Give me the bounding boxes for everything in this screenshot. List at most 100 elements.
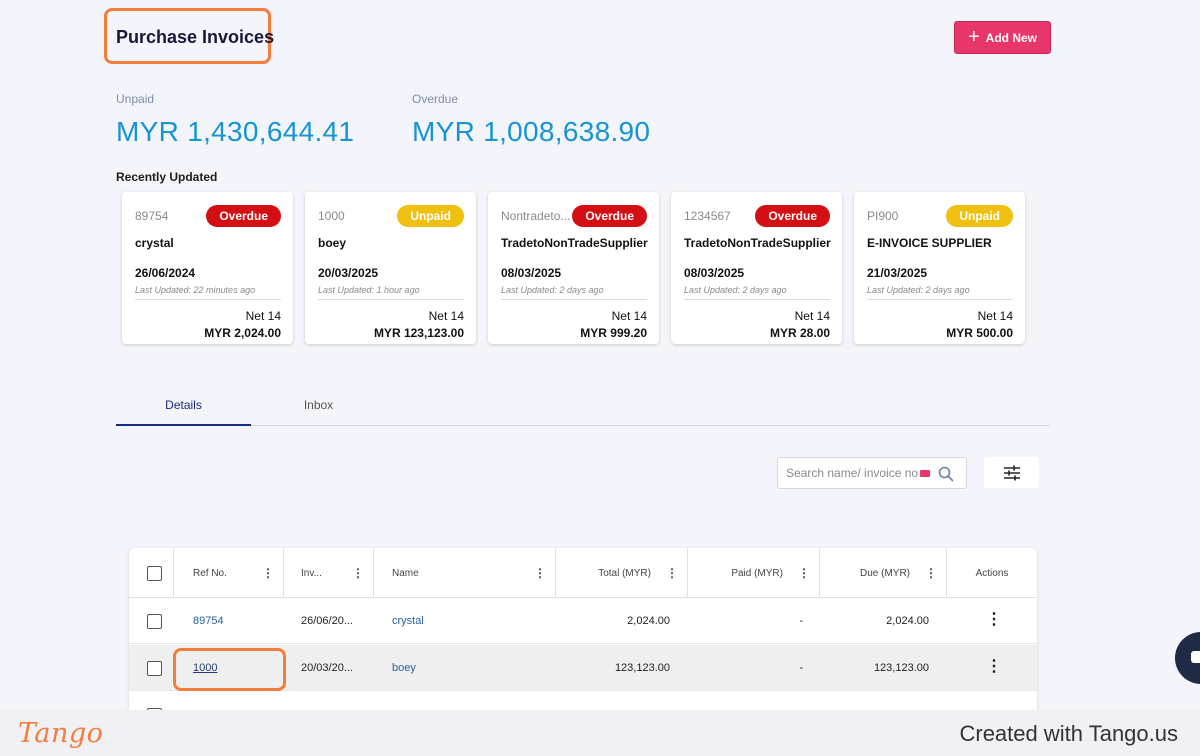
search-input[interactable] bbox=[786, 466, 918, 480]
overdue-label: Overdue bbox=[412, 92, 459, 106]
column-menu-icon[interactable]: ⋮ bbox=[925, 566, 937, 580]
card-name: E-INVOICE SUPPLIER bbox=[867, 236, 992, 250]
column-due[interactable]: Due (MYR) ⋮ bbox=[820, 548, 947, 598]
column-total[interactable]: Total (MYR) ⋮ bbox=[556, 548, 688, 598]
invoice-card[interactable]: PI900 Unpaid E-INVOICE SUPPLIER 21/03/20… bbox=[854, 192, 1025, 344]
tango-logo: Tango bbox=[18, 718, 104, 749]
card-term: Net 14 bbox=[245, 309, 281, 323]
card-updated: Last Updated: 22 minutes ago bbox=[135, 285, 256, 295]
invoice-card[interactable]: Nontradeto... Overdue TradetoNonTradeSup… bbox=[488, 192, 659, 344]
card-updated: Last Updated: 1 hour ago bbox=[318, 285, 420, 295]
card-date: 08/03/2025 bbox=[501, 266, 562, 280]
row-checkbox[interactable] bbox=[147, 614, 162, 629]
supplier-name-link[interactable]: crystal bbox=[392, 615, 424, 627]
column-name[interactable]: Name ⋮ bbox=[374, 548, 556, 598]
card-amount: MYR 2,024.00 bbox=[204, 326, 281, 340]
card-divider bbox=[135, 299, 281, 300]
plus-icon: + bbox=[967, 25, 980, 48]
column-invoice-date[interactable]: Inv... ⋮ bbox=[284, 548, 374, 598]
card-term: Net 14 bbox=[611, 309, 647, 323]
card-term: Net 14 bbox=[428, 309, 464, 323]
column-menu-icon[interactable]: ⋮ bbox=[534, 566, 546, 580]
paid-amount: - bbox=[799, 662, 803, 674]
ref-link[interactable]: 1000 bbox=[193, 662, 218, 674]
row-checkbox[interactable] bbox=[147, 661, 162, 676]
invoice-card[interactable]: 1000 Unpaid boey 20/03/2025 Last Updated… bbox=[305, 192, 476, 344]
overdue-value: MYR 1,008,638.90 bbox=[412, 116, 651, 147]
card-date: 21/03/2025 bbox=[867, 266, 928, 280]
tab-inbox[interactable]: Inbox bbox=[303, 398, 334, 412]
tab-bar: Details Inbox bbox=[116, 390, 1050, 426]
supplier-name-link[interactable]: boey bbox=[392, 662, 416, 674]
invoice-date: 26/06/20... bbox=[301, 615, 353, 627]
search-icon[interactable] bbox=[938, 466, 954, 482]
column-menu-icon[interactable]: ⋮ bbox=[352, 566, 364, 580]
card-amount: MYR 28.00 bbox=[769, 326, 830, 340]
footer-credit: Created with Tango.us bbox=[959, 721, 1178, 746]
tango-footer: Tango Created with Tango.us bbox=[0, 710, 1200, 756]
input-extension-icon bbox=[920, 469, 930, 477]
invoice-card[interactable]: 89754 Overdue crystal 26/06/2024 Last Up… bbox=[122, 192, 293, 344]
status-badge: Overdue bbox=[755, 205, 830, 227]
card-amount: MYR 123,123.00 bbox=[373, 326, 464, 340]
chat-widget-icon[interactable] bbox=[1175, 632, 1200, 684]
unpaid-label: Unpaid bbox=[116, 92, 155, 106]
column-label: Actions bbox=[975, 567, 1009, 579]
select-all-checkbox[interactable] bbox=[147, 566, 162, 581]
sliders-icon bbox=[1003, 465, 1020, 480]
filter-button[interactable] bbox=[984, 457, 1039, 488]
card-ref: PI900 bbox=[867, 209, 899, 223]
card-updated: Last Updated: 2 days ago bbox=[684, 285, 787, 295]
status-badge: Unpaid bbox=[946, 205, 1013, 227]
row-actions-icon[interactable]: ⋮ bbox=[986, 658, 1002, 675]
card-divider bbox=[501, 299, 647, 300]
card-date: 26/06/2024 bbox=[135, 266, 196, 280]
card-date: 08/03/2025 bbox=[684, 266, 745, 280]
total-amount: 2,024.00 bbox=[627, 615, 670, 627]
column-label: Inv... bbox=[301, 567, 322, 579]
invoice-card[interactable]: 1234567 Overdue TradetoNonTradeSupplier … bbox=[671, 192, 842, 344]
card-term: Net 14 bbox=[794, 309, 830, 323]
column-label: Name bbox=[392, 567, 419, 579]
card-name: crystal bbox=[135, 236, 174, 250]
column-label: Total (MYR) bbox=[598, 567, 651, 579]
ref-highlight bbox=[173, 648, 286, 691]
paid-amount: - bbox=[799, 615, 803, 627]
ref-link[interactable]: 89754 bbox=[193, 615, 224, 627]
status-badge: Overdue bbox=[572, 205, 647, 227]
invoice-table: Ref No. ⋮ Inv... ⋮ Name ⋮ Total (MYR) ⋮ … bbox=[129, 548, 1037, 728]
page-title: Purchase Invoices bbox=[116, 27, 275, 47]
due-amount: 123,123.00 bbox=[873, 662, 929, 674]
row-actions-icon[interactable]: ⋮ bbox=[986, 611, 1002, 628]
card-name: TradetoNonTradeSupplier bbox=[684, 236, 831, 250]
column-label: Paid (MYR) bbox=[731, 567, 783, 579]
total-amount: 123,123.00 bbox=[614, 662, 670, 674]
card-ref: 1234567 bbox=[684, 209, 731, 223]
tab-details[interactable]: Details bbox=[116, 390, 251, 426]
column-paid[interactable]: Paid (MYR) ⋮ bbox=[688, 548, 820, 598]
card-updated: Last Updated: 2 days ago bbox=[867, 285, 970, 295]
column-menu-icon[interactable]: ⋮ bbox=[798, 566, 810, 580]
table-header: Ref No. ⋮ Inv... ⋮ Name ⋮ Total (MYR) ⋮ … bbox=[129, 548, 1037, 598]
recently-updated-title: Recently Updated bbox=[116, 170, 218, 184]
card-ref: Nontradeto... bbox=[501, 209, 571, 223]
card-updated: Last Updated: 2 days ago bbox=[501, 285, 604, 295]
column-menu-icon[interactable]: ⋮ bbox=[262, 566, 274, 580]
table-row[interactable]: 89754 26/06/20... crystal 2,024.00 - 2,0… bbox=[129, 598, 1037, 644]
column-ref-no[interactable]: Ref No. ⋮ bbox=[174, 548, 284, 598]
card-name: TradetoNonTradeSupplier bbox=[501, 236, 648, 250]
add-new-label: Add New bbox=[985, 30, 1038, 45]
header-select-cell bbox=[129, 548, 174, 598]
page-title-highlight bbox=[104, 8, 271, 64]
card-amount: MYR 999.20 bbox=[580, 326, 647, 340]
card-amount: MYR 500.00 bbox=[946, 326, 1013, 340]
card-date: 20/03/2025 bbox=[318, 266, 379, 280]
table-row[interactable]: 1000 20/03/20... boey 123,123.00 - 123,1… bbox=[129, 645, 1037, 691]
due-amount: 2,024.00 bbox=[886, 615, 929, 627]
add-new-button[interactable]: + Add New bbox=[954, 21, 1051, 54]
column-menu-icon[interactable]: ⋮ bbox=[666, 566, 678, 580]
status-badge: Overdue bbox=[206, 205, 281, 227]
card-term: Net 14 bbox=[977, 309, 1013, 323]
card-ref: 1000 bbox=[318, 209, 345, 223]
unpaid-value: MYR 1,430,644.41 bbox=[116, 116, 355, 147]
